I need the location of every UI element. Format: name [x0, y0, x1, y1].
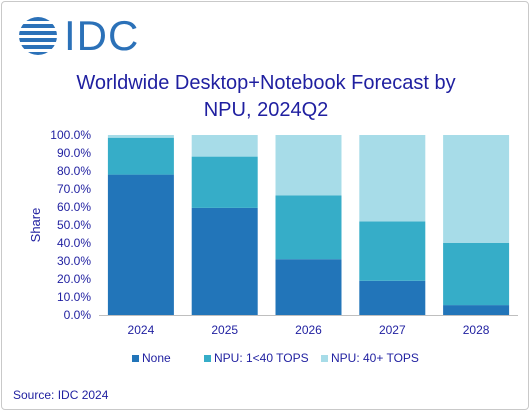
- bar-2024-series-0: [107, 174, 174, 315]
- legend-swatch: [132, 355, 139, 362]
- bar-2028-series-1: [443, 243, 510, 306]
- legend-label: NPU: 1<40 TOPS: [214, 351, 309, 365]
- idc-logo: IDC: [18, 14, 139, 58]
- bar-2027-series-0: [359, 280, 426, 315]
- bar-2026-series-0: [275, 259, 342, 315]
- y-axis-label: Share: [28, 208, 43, 243]
- y-tick-label: 10.0%: [57, 290, 91, 304]
- x-tick-label: 2024: [128, 323, 155, 337]
- bar-2027-series-1: [359, 221, 426, 281]
- chart-title-line1: Worldwide Desktop+Notebook Forecast by: [76, 72, 456, 94]
- x-tick-label: 2025: [211, 323, 238, 337]
- bar-2027-series-2: [359, 135, 426, 222]
- bar-2024-series-1: [107, 137, 174, 175]
- legend-swatch: [204, 355, 211, 362]
- bar-2025-series-1: [191, 156, 258, 208]
- x-tick-label: 2026: [295, 323, 322, 337]
- y-tick-label: 20.0%: [57, 272, 91, 286]
- bar-2028-series-2: [443, 135, 510, 243]
- x-axis-ticks: 2024 2025 2026 2027 2028: [128, 323, 490, 337]
- bar-2026-series-2: [275, 135, 342, 196]
- y-tick-label: 0.0%: [64, 308, 92, 322]
- x-tick-label: 2027: [379, 323, 406, 337]
- bar-2025-series-2: [191, 135, 258, 157]
- source-note: Source: IDC 2024: [13, 388, 109, 402]
- logo-text: IDC: [64, 12, 140, 59]
- y-tick-label: 50.0%: [57, 218, 91, 232]
- y-tick-label: 60.0%: [57, 200, 91, 214]
- legend: None NPU: 1<40 TOPS NPU: 40+ TOPS: [132, 351, 419, 365]
- bar-2025-series-0: [191, 207, 258, 315]
- y-tick-label: 70.0%: [57, 182, 91, 196]
- y-tick-label: 90.0%: [57, 146, 91, 160]
- bars: [107, 135, 510, 315]
- globe-icon: [19, 17, 57, 55]
- y-axis-ticks: 0.0% 10.0% 20.0% 30.0% 40.0% 50.0% 60.0% 70.0% 8…: [50, 128, 91, 322]
- bar-2026-series-1: [275, 195, 342, 260]
- chart-title: Worldwide Desktop+Notebook Forecast by N…: [0, 70, 532, 124]
- bar-2024-series-2: [107, 135, 174, 138]
- x-tick-label: 2028: [463, 323, 490, 337]
- chart-title-line2: NPU, 2024Q2: [203, 99, 329, 121]
- y-tick-label: 30.0%: [57, 254, 91, 268]
- y-tick-label: 80.0%: [57, 164, 91, 178]
- y-tick-label: 100.0%: [50, 128, 91, 142]
- legend-swatch: [321, 355, 328, 362]
- legend-label: NPU: 40+ TOPS: [331, 351, 419, 365]
- legend-label: None: [142, 351, 171, 365]
- bar-2028-series-0: [443, 305, 510, 315]
- y-tick-label: 40.0%: [57, 236, 91, 250]
